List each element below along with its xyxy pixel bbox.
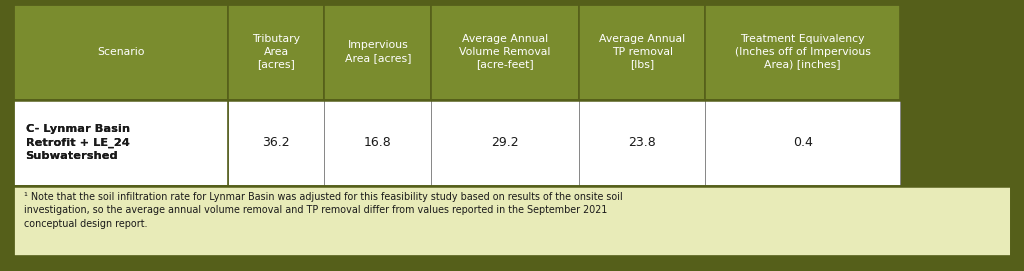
Text: Scenario: Scenario	[97, 47, 144, 57]
Bar	[13, 100, 227, 186]
Bar	[706, 4, 900, 100]
Text: Average Annual
Volume Removal
[acre-feet]: Average Annual Volume Removal [acre-feet…	[460, 34, 551, 69]
Bar	[13, 100, 227, 186]
Bar	[325, 100, 431, 186]
Bar	[227, 100, 325, 186]
Bar	[431, 4, 579, 100]
Bar	[13, 4, 227, 100]
Bar	[706, 100, 900, 186]
Text: 23.8: 23.8	[629, 136, 656, 149]
Text: Tributary
Area
[acres]: Tributary Area [acres]	[252, 34, 300, 69]
Bar	[431, 100, 579, 186]
Text: 0.4: 0.4	[793, 136, 813, 149]
Bar	[579, 100, 706, 186]
Bar	[579, 4, 706, 100]
Text: 36.2: 36.2	[262, 136, 290, 149]
Text: Average Annual
TP removal
[lbs]: Average Annual TP removal [lbs]	[599, 34, 685, 69]
Bar	[13, 186, 1011, 256]
Bar	[325, 4, 431, 100]
Text: C- Lynmar Basin
Retrofit + LE_24
Subwatershed: C- Lynmar Basin Retrofit + LE_24 Subwate…	[26, 124, 130, 161]
Text: Treatment Equivalency
(Inches off of Impervious
Area) [inches]: Treatment Equivalency (Inches off of Imp…	[735, 34, 870, 69]
Bar	[227, 4, 325, 100]
Text: C- Lynmar Basin
Retrofit + LE_24
Subwatershed: C- Lynmar Basin Retrofit + LE_24 Subwate…	[26, 124, 130, 161]
Text: 29.2: 29.2	[492, 136, 519, 149]
Text: 16.8: 16.8	[364, 136, 392, 149]
Text: ¹ Note that the soil infiltration rate for Lynmar Basin was adjusted for this fe: ¹ Note that the soil infiltration rate f…	[24, 192, 623, 229]
Text: Impervious
Area [acres]: Impervious Area [acres]	[345, 40, 411, 63]
